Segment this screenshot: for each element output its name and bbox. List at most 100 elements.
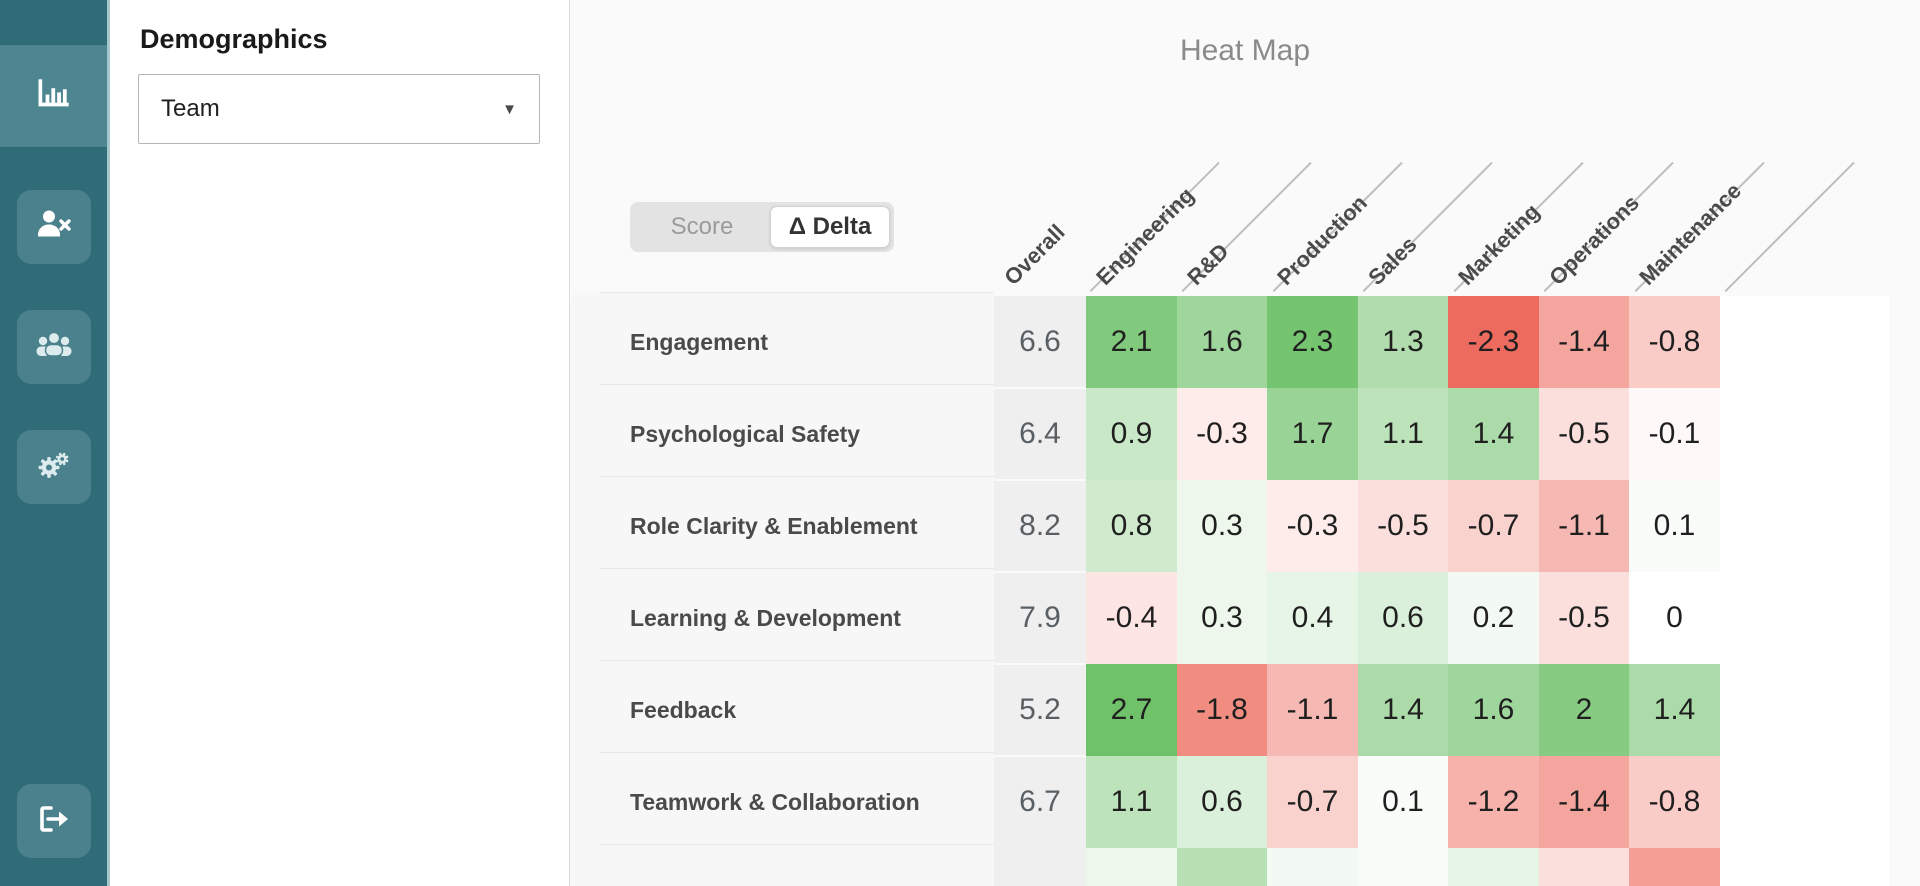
delta-cell-partial [1357,848,1449,886]
overall-cell: 8.2 [1019,509,1061,542]
demographics-title: Demographics [140,24,328,54]
delta-cell: 1.6 [1176,296,1268,388]
column-header: Operations [1543,190,1644,290]
score-delta-toggle: Score Δ Delta [630,202,894,252]
overall-cell: 6.4 [1019,417,1061,450]
demographics-panel: Demographics Team ▼ [110,0,570,886]
delta-cell: 1.7 [1267,388,1358,480]
delta-cell: 0 [1629,572,1720,664]
row-separator [600,844,994,845]
delta-cell: -0.1 [1629,388,1720,480]
delta-cell-partial [1176,848,1268,886]
delta-cell-partial [1448,848,1539,886]
delta-cell: 0.9 [1086,388,1177,480]
row-label: Role Clarity & Enablement [630,512,918,539]
heatmap-empty-columns [1719,296,1889,886]
delta-cell: 2.1 [1086,296,1177,388]
row-label: Feedback [630,696,737,723]
delta-cell: 1.6 [1448,664,1539,756]
delta-cell: -1.1 [1267,664,1358,756]
delta-cell: 2.7 [1086,664,1177,756]
page-title: Heat Map [1179,34,1311,67]
delta-cell: 2.3 [1267,296,1358,388]
main-content: Heat Map Score Δ Delta Overall Engineerin… [570,0,1920,886]
toggle-delta[interactable]: Δ Delta [770,206,890,248]
delta-cell: 0.2 [1448,572,1539,664]
toggle-score[interactable]: Score [670,213,734,240]
overall-cell-separator [994,755,1086,757]
delta-cell: 1.1 [1357,388,1449,480]
delta-cell-partial [1629,848,1720,886]
sidebar-item-analytics[interactable] [0,45,107,147]
delta-cell: -0.3 [1176,388,1268,480]
sidebar-item-settings[interactable] [17,430,91,504]
delta-cell: -0.7 [1267,756,1358,848]
user-x-icon [34,205,74,250]
chevron-down-icon: ▼ [502,100,517,118]
demographics-dropdown[interactable]: Team ▼ [138,74,540,144]
demographics-dropdown-value: Team [161,95,220,122]
delta-cell: -1.4 [1538,756,1630,848]
delta-cell: -1.2 [1448,756,1539,848]
row-label: Psychological Safety [630,420,861,447]
delta-cell: -0.5 [1357,480,1449,572]
delta-cell: 1.3 [1357,296,1449,388]
delta-cell: -0.3 [1267,480,1358,572]
heatmap-overall-column [994,296,1086,886]
logout-icon [34,799,74,844]
overall-cell-separator [994,663,1086,665]
row-label: Teamwork & Collaboration [630,788,920,815]
row-label: Learning & Development [630,604,901,631]
delta-cell: 0.4 [1267,572,1358,664]
column-header: Maintenance [1634,177,1747,290]
overall-cell: 6.7 [1019,785,1061,818]
delta-cell: 0.1 [1357,756,1449,848]
row-separator [600,660,994,661]
delta-cell: 1.4 [1629,664,1720,756]
overall-cell: 6.6 [1019,325,1061,358]
sidebar [0,0,110,886]
delta-cell: -1.1 [1538,480,1630,572]
delta-cell: 0.6 [1176,756,1268,848]
sidebar-item-groups[interactable] [17,310,91,384]
delta-cell: 0.8 [1086,480,1177,572]
row-separator [600,476,994,477]
delta-cell: -0.8 [1629,756,1720,848]
column-header: Engineering [1091,182,1199,290]
column-header: Production [1272,190,1372,290]
overall-cell: 5.2 [1019,693,1061,726]
row-separator [600,292,994,293]
delta-cell: 0.3 [1176,572,1268,664]
delta-cell: 1.4 [1448,388,1539,480]
delta-cell: -1.8 [1176,664,1268,756]
delta-cell-partial [1538,848,1630,886]
bar-chart-icon [33,73,75,120]
delta-cell: -1.4 [1538,296,1630,388]
delta-cell: 0.6 [1357,572,1449,664]
overall-cell: 7.9 [1019,601,1061,634]
gears-icon [34,445,74,490]
delta-cell: -0.5 [1538,388,1630,480]
delta-cell: -0.8 [1629,296,1720,388]
column-header: Marketing [1453,198,1545,290]
delta-cell: 2 [1538,664,1630,756]
delta-cell: 1.4 [1357,664,1449,756]
delta-cell: -0.7 [1448,480,1539,572]
overall-cell-separator [994,479,1086,481]
delta-cell: 1.1 [1086,756,1177,848]
delta-cell: 0.1 [1629,480,1720,572]
overall-cell-separator [994,571,1086,573]
overall-cell-separator [994,387,1086,389]
delta-cell-partial [1086,848,1177,886]
sidebar-item-logout[interactable] [17,784,91,858]
row-separator [600,752,994,753]
row-separator [600,384,994,385]
column-header: Overall [999,219,1070,290]
people-icon [34,325,74,370]
delta-cell: -2.3 [1448,296,1539,388]
sidebar-item-user-remove[interactable] [17,190,91,264]
heatmap-row-label-panel [570,292,994,886]
delta-cell-partial [1267,848,1358,886]
delta-cell: -0.5 [1538,572,1630,664]
row-label: Engagement [630,328,769,355]
